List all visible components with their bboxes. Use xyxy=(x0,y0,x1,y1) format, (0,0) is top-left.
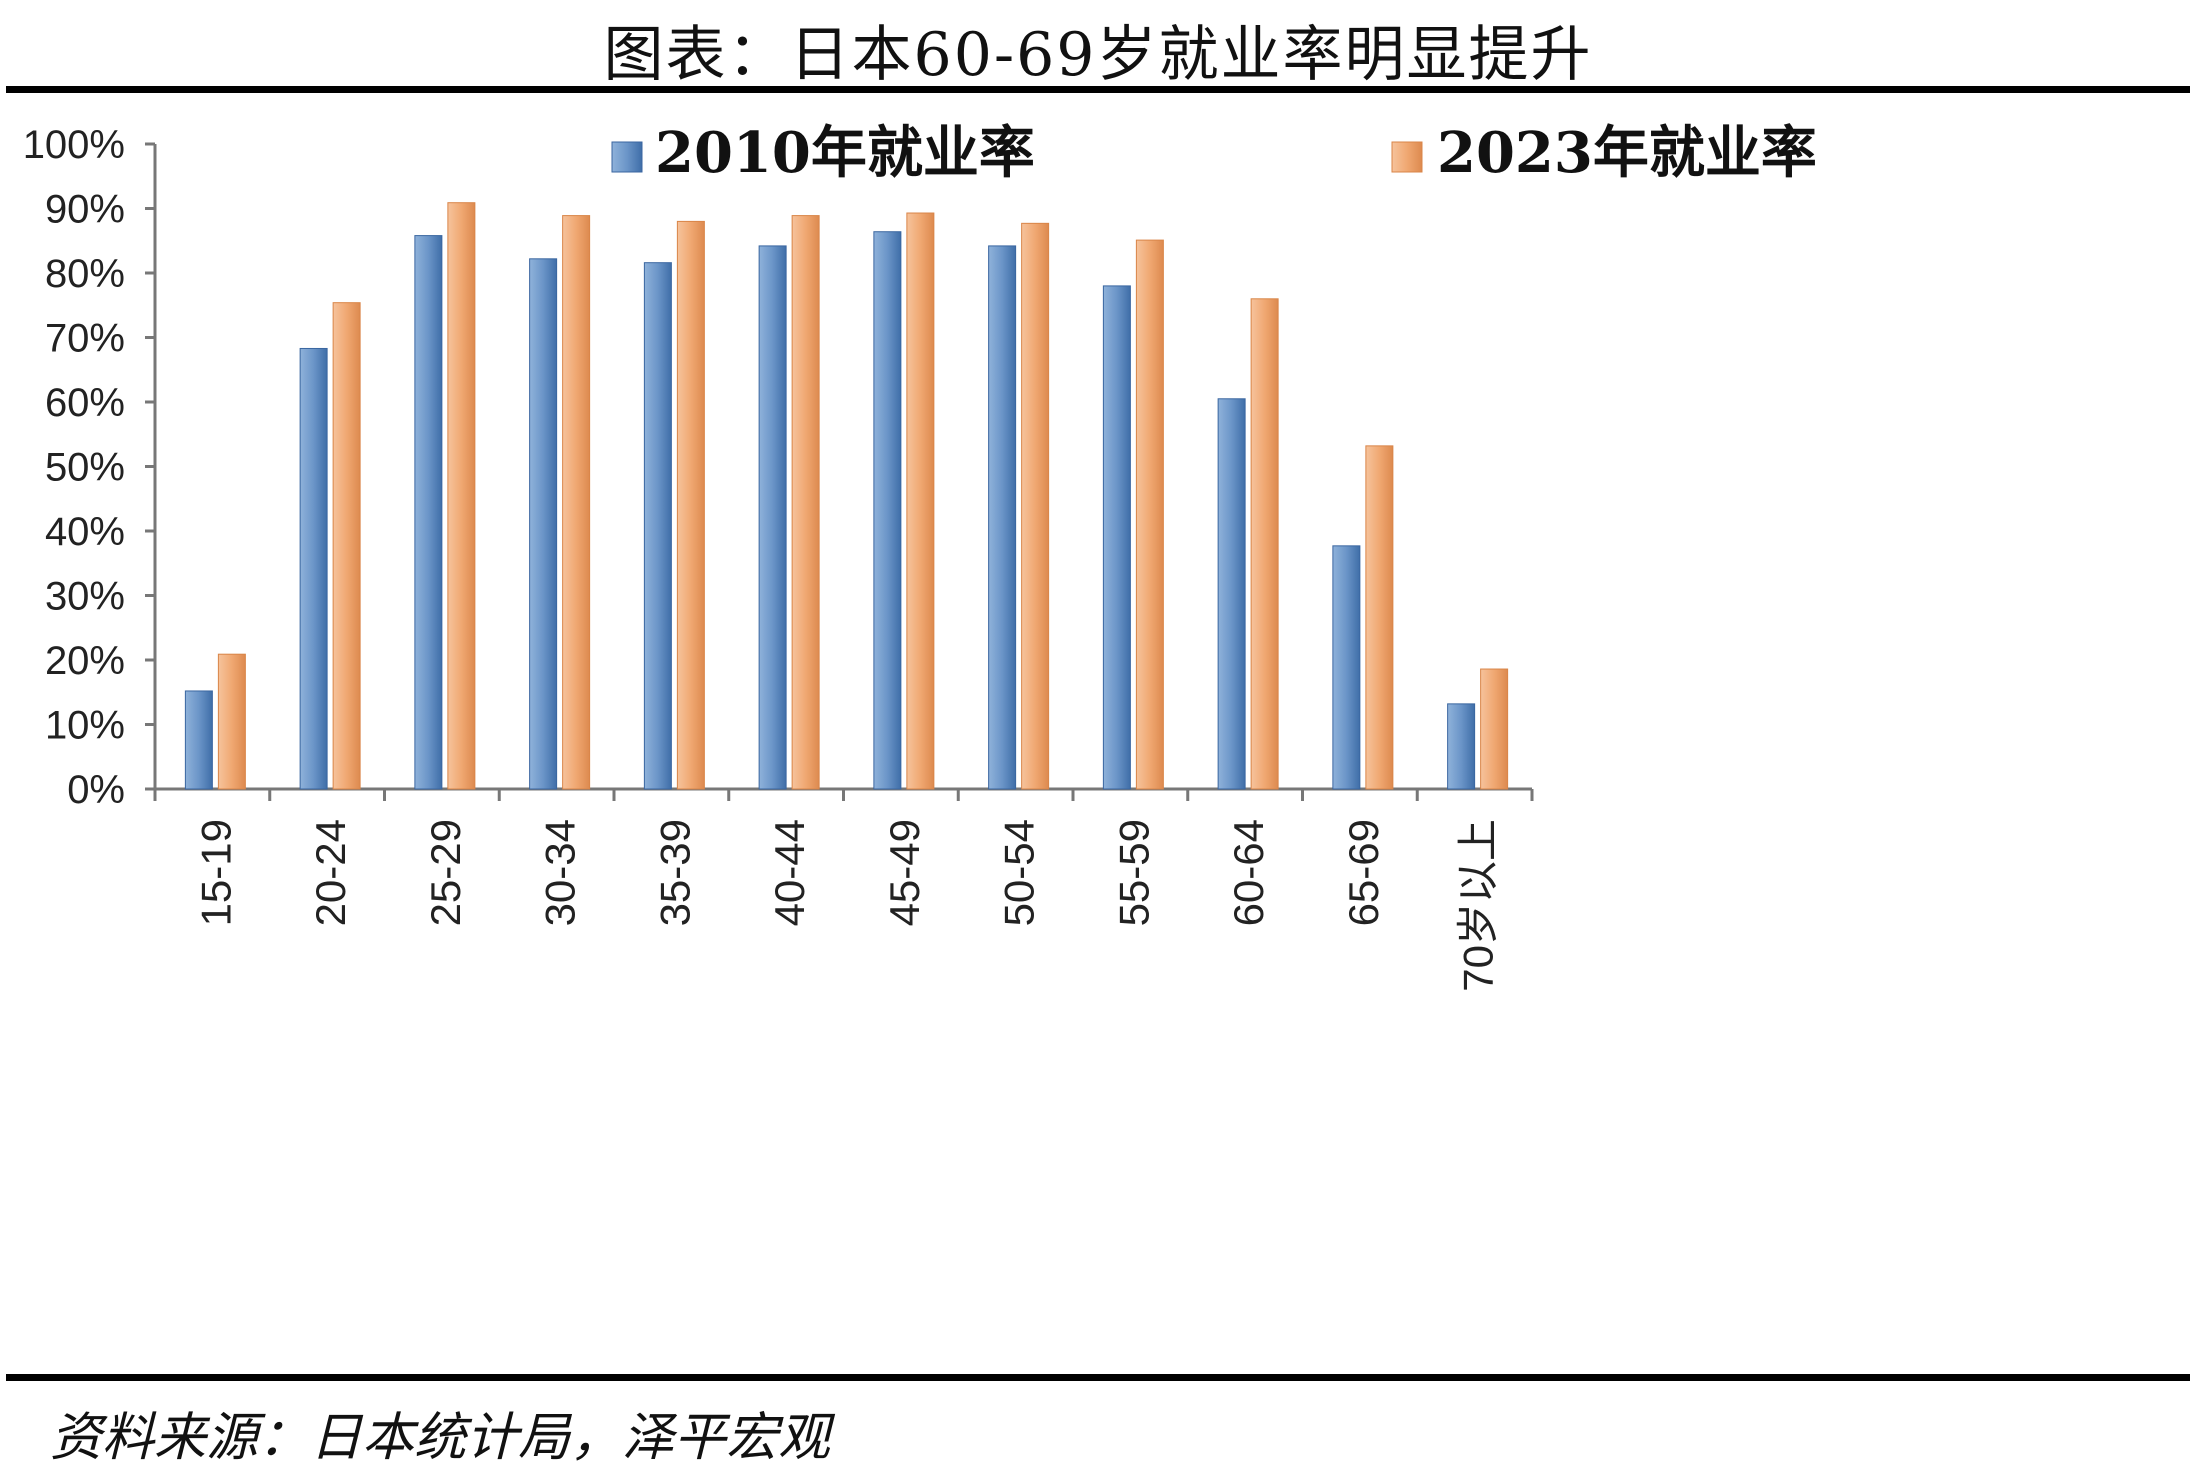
bar-2023 xyxy=(217,653,246,790)
y-tick-label: 70% xyxy=(45,317,125,361)
bar-2023 xyxy=(447,202,476,790)
y-tick-label: 10% xyxy=(45,704,125,748)
y-tick-label: 60% xyxy=(45,381,125,425)
bar-2023 xyxy=(1480,668,1509,790)
x-tick-label: 45-49 xyxy=(881,819,928,926)
bar-2010 xyxy=(1102,285,1131,790)
x-tick-label: 60-64 xyxy=(1225,819,1272,926)
bar-2023 xyxy=(1135,239,1164,790)
bar-2023 xyxy=(1250,298,1279,790)
y-tick-label: 50% xyxy=(45,446,125,490)
bar-2023 xyxy=(906,212,935,790)
bar-2010 xyxy=(1447,703,1476,790)
x-tick-label: 30-34 xyxy=(537,819,584,926)
bar-2010 xyxy=(529,258,558,790)
bar-2010 xyxy=(184,690,213,790)
bar-2010 xyxy=(1332,545,1361,790)
bar-2010 xyxy=(299,347,328,790)
source-note: 资料来源：日本统计局，泽平宏观 xyxy=(50,1408,831,1468)
x-tick-label: 65-69 xyxy=(1340,819,1387,926)
bar-2023 xyxy=(332,302,361,790)
x-tick-label: 70岁以上 xyxy=(1455,819,1502,992)
bar-2010 xyxy=(758,245,787,790)
x-tick-label: 25-29 xyxy=(422,819,469,926)
y-tick-label: 100% xyxy=(23,123,125,167)
bar-2010 xyxy=(873,231,902,790)
bar-chart: 0% 10% 20% 30% 40% 50% 60% 70% 80% 90% 100% 15-19 2… xyxy=(23,120,1817,992)
y-tick-label: 20% xyxy=(45,639,125,683)
bar-2023 xyxy=(1021,222,1050,790)
bar-2023 xyxy=(676,220,705,790)
y-axis: 0% 10% 20% 30% 40% 50% 60% 70% 80% 90% 100% xyxy=(23,123,157,812)
bar-2023 xyxy=(562,215,591,790)
x-tick-label: 20-24 xyxy=(307,819,354,926)
y-tick-label: 40% xyxy=(45,510,125,554)
x-tick-label: 15-19 xyxy=(192,819,239,926)
legend: 2010年就业率 2023年就业率 xyxy=(611,120,1817,186)
bars xyxy=(184,202,1509,790)
x-tick-label: 35-39 xyxy=(651,819,698,926)
bar-2010 xyxy=(988,245,1017,790)
title-rule xyxy=(6,86,2190,93)
y-tick-label: 80% xyxy=(45,252,125,296)
y-tick-label: 0% xyxy=(67,768,125,812)
x-tick-label: 50-54 xyxy=(996,819,1043,926)
legend-label-2010: 2010年就业率 xyxy=(655,120,1035,186)
bar-2010 xyxy=(643,262,672,790)
legend-swatch-2023 xyxy=(1391,141,1423,173)
bar-2023 xyxy=(791,215,820,790)
x-tick-label: 40-44 xyxy=(766,819,813,926)
legend-label-2023: 2023年就业率 xyxy=(1437,120,1817,186)
footer-rule xyxy=(6,1374,2190,1381)
bar-2023 xyxy=(1365,445,1394,790)
chart-title: 图表：日本60-69岁就业率明显提升 xyxy=(603,20,1593,90)
bar-2010 xyxy=(1217,398,1246,790)
y-tick-label: 30% xyxy=(45,575,125,619)
legend-swatch-2010 xyxy=(611,141,643,173)
x-tick-label: 55-59 xyxy=(1110,819,1157,926)
bar-2010 xyxy=(414,235,443,790)
x-axis: 15-19 20-24 25-29 30-34 35-39 40-44 45-49 50-54… xyxy=(153,787,1534,992)
y-tick-label: 90% xyxy=(45,188,125,232)
